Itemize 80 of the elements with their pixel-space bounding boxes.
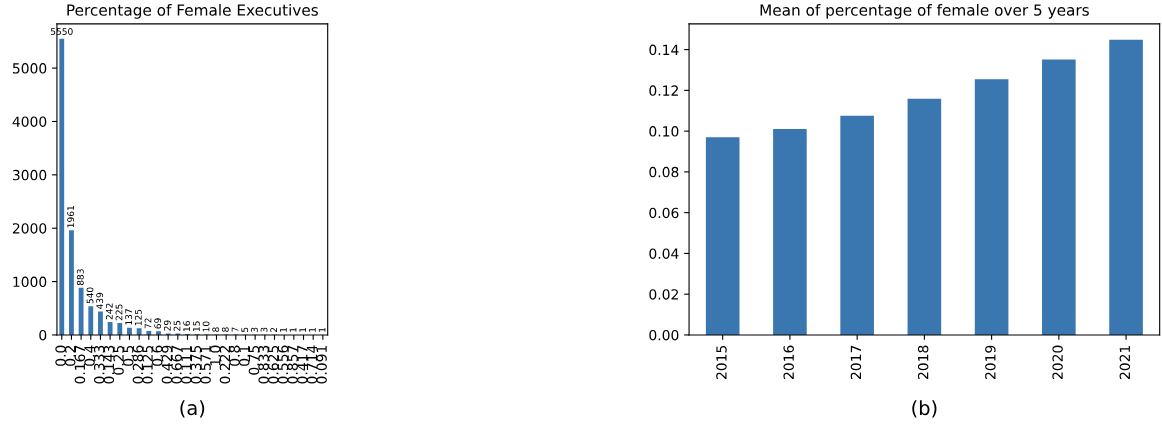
data-label: 8 (221, 327, 229, 332)
data-label: 125 (134, 309, 142, 326)
x-tick-label: 2020 (1052, 345, 1063, 379)
data-label: 25 (173, 320, 181, 331)
x-tick-label: 0.556 (277, 345, 289, 384)
data-label: 7 (231, 327, 239, 332)
y-tick-label: 0.04 (649, 248, 679, 259)
y-tick-label: 3000 (12, 169, 47, 181)
x-tick-label: 0.143 (103, 345, 115, 384)
data-label: 3 (260, 327, 268, 333)
x-tick-label: 0.429 (161, 345, 173, 384)
x-tick-label: 2017 (850, 345, 862, 379)
data-label: 1 (280, 327, 287, 332)
data-label: 540 (86, 287, 94, 304)
x-tick-label: 0.417 (297, 345, 308, 384)
x-tick-label: 0.25 (113, 345, 124, 375)
data-label: 225 (115, 304, 123, 321)
y-tick-label: 0 (39, 329, 47, 341)
x-tick-label: 0.333 (93, 345, 105, 384)
y-tick-label: 0.02 (649, 289, 678, 300)
data-label: 2 (270, 327, 277, 333)
data-label: 3 (250, 327, 258, 333)
x-tick-label: 0.0 (55, 345, 66, 366)
data-label: 1 (309, 327, 316, 332)
y-tick-label: 0.08 (649, 166, 679, 178)
x-tick-label: 0.1 (239, 345, 250, 366)
x-tick-label: 0.5 (122, 345, 134, 366)
y-tick-label: 2000 (12, 223, 47, 234)
x-tick-label: 0.8 (229, 345, 240, 366)
x-tick-label: 0.571 (200, 345, 211, 384)
y-tick-label: 0.10 (649, 126, 679, 137)
y-tick-label: 4000 (12, 116, 47, 127)
x-tick-label: 0.2 (64, 346, 76, 366)
data-label: 1 (289, 327, 297, 332)
y-tick-label: 0.00 (649, 329, 679, 341)
x-tick-label: 2019 (985, 345, 996, 379)
x-tick-label: 0.667 (171, 345, 182, 384)
x-tick-label: 0.714 (306, 345, 318, 384)
x-tick-label: 2015 (716, 345, 727, 379)
data-label: 8 (212, 327, 220, 332)
data-label: 1 (299, 327, 306, 332)
data-label: 1 (318, 327, 326, 332)
data-label: 10 (202, 321, 210, 332)
y-tick-label: 0.12 (649, 85, 678, 96)
x-tick-label: 0.091 (316, 345, 327, 384)
data-label: 69 (154, 318, 162, 329)
y-tick-label: 0.14 (649, 44, 679, 56)
data-label: 1961 (67, 206, 75, 228)
text: (a) (180, 400, 205, 418)
x-tick-label: 2018 (917, 345, 929, 379)
y-tick-label: 0.06 (649, 207, 679, 219)
data-label: 72 (144, 318, 152, 329)
x-tick-label: 0.857 (287, 345, 298, 384)
y-tick-label: 1000 (13, 276, 47, 288)
x-tick-label: 0.6 (151, 345, 163, 366)
chart-title: Percentage of Female Executives (67, 3, 318, 19)
data-label: 16 (183, 321, 191, 332)
chart-title: Mean of percentage of female over 5 years (760, 3, 1089, 19)
x-tick-label: 2021 (1119, 345, 1131, 379)
data-label: 137 (125, 309, 133, 325)
data-label: 883 (76, 269, 84, 286)
x-tick-label: 0.833 (258, 345, 269, 384)
data-label: 5 (241, 327, 249, 332)
x-tick-label: 0.125 (142, 345, 153, 384)
y-tick-label: 5000 (12, 63, 47, 74)
x-tick-label: 0.375 (190, 345, 202, 384)
text: (b) (912, 400, 937, 418)
x-tick-label: 0.111 (181, 345, 192, 384)
x-tick-label: 0.75 (248, 345, 260, 375)
data-label: 242 (105, 303, 113, 320)
x-tick-label: 1.0 (210, 345, 221, 366)
data-label: 15 (193, 321, 200, 332)
x-tick-label: 0.286 (132, 345, 144, 384)
x-tick-label: 0.4 (84, 345, 95, 366)
data-label: 29 (163, 320, 171, 331)
x-tick-label: 0.222 (219, 346, 231, 384)
x-tick-label: 0.625 (268, 345, 279, 384)
x-tick-label: 2016 (783, 345, 794, 379)
data-label: 439 (96, 292, 104, 309)
x-tick-label: 0.167 (74, 345, 86, 384)
